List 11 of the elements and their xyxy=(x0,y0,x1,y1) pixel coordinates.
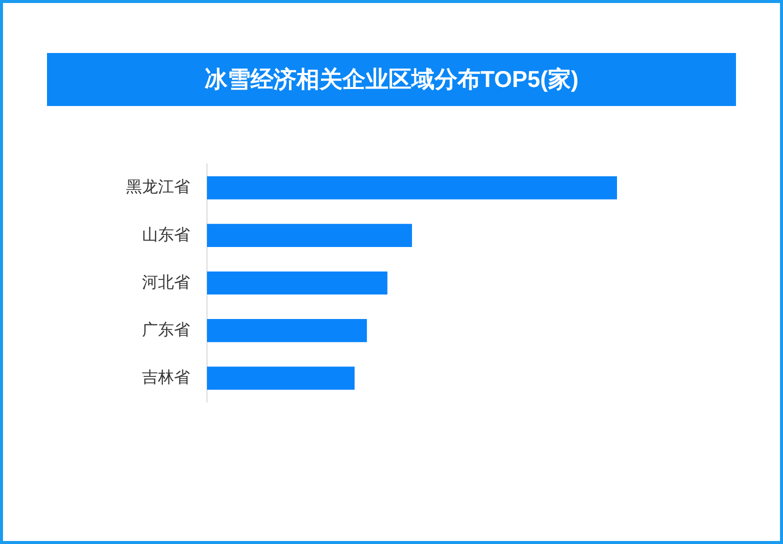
y-tick-label: 山东省 xyxy=(142,226,190,244)
bar xyxy=(207,176,617,200)
y-tick-label: 吉林省 xyxy=(142,368,190,387)
y-tick-label: 黑龙江省 xyxy=(126,178,190,196)
y-tick-label: 广东省 xyxy=(142,321,190,340)
bar xyxy=(207,271,388,295)
chart-title: 冰雪经济相关企业区域分布TOP5(家) xyxy=(47,53,736,106)
bar xyxy=(207,319,367,342)
bar xyxy=(207,366,355,390)
y-tick-label: 河北省 xyxy=(142,273,190,292)
bar xyxy=(207,224,412,247)
